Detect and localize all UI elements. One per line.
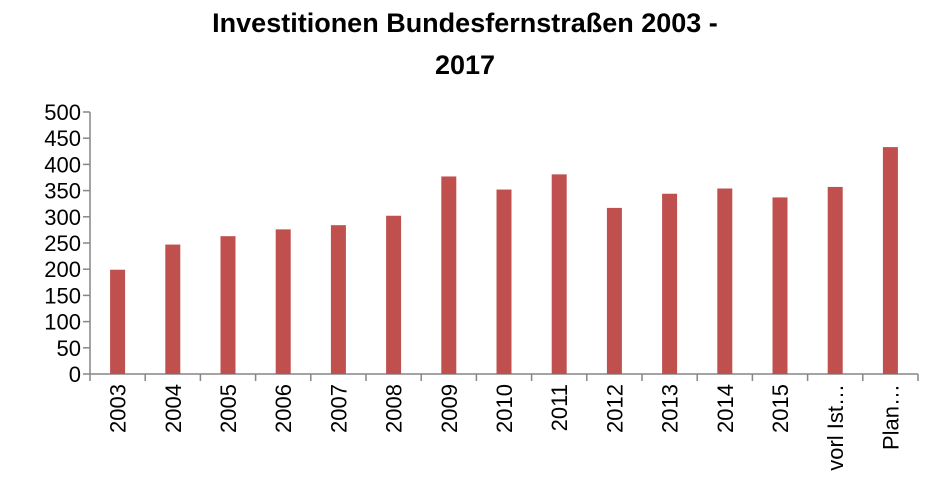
y-tick-label: 250 — [44, 231, 81, 256]
x-tick-label: 2015 — [768, 384, 793, 433]
bar-15 — [882, 147, 898, 374]
x-tick-label: 2003 — [106, 384, 131, 433]
x-tick-label: 2004 — [161, 384, 186, 433]
y-tick-label: 450 — [44, 126, 81, 151]
y-tick-label: 400 — [44, 152, 81, 177]
x-tick-label: 2009 — [437, 384, 462, 433]
y-tick-label: 100 — [44, 310, 81, 335]
y-tick-label: 0 — [69, 362, 81, 387]
x-tick-label: vorl Ist… — [823, 384, 848, 471]
y-tick-label: 350 — [44, 179, 81, 204]
bar-5 — [330, 225, 346, 374]
y-tick-label: 300 — [44, 205, 81, 230]
bar-2 — [165, 244, 181, 374]
bar-7 — [441, 176, 457, 374]
x-tick-label: 2011 — [547, 384, 572, 431]
chart-title-line-1: Investitionen Bundesfernstraßen 2003 - — [212, 8, 718, 38]
bar-10 — [606, 207, 622, 374]
x-tick-label: 2010 — [492, 384, 517, 433]
y-tick-label: 200 — [44, 257, 81, 282]
x-tick-label: Plan… — [878, 384, 903, 450]
chart-title-line-2: 2017 — [434, 50, 496, 80]
bar-6 — [386, 215, 402, 374]
bar-9 — [551, 174, 567, 374]
bar-8 — [496, 189, 512, 374]
y-tick-label: 500 — [44, 100, 81, 125]
y-tick-label: 150 — [44, 283, 81, 308]
x-tick-label: 2005 — [216, 384, 241, 433]
x-tick-label: 2014 — [713, 384, 738, 433]
x-tick-label: 2007 — [326, 384, 351, 433]
bar-13 — [772, 197, 788, 374]
bar-14 — [827, 186, 843, 374]
x-tick-label: 2008 — [382, 384, 407, 433]
bar-12 — [717, 188, 733, 374]
x-tick-label: 2006 — [271, 384, 296, 433]
y-tick-label: 50 — [57, 336, 81, 361]
x-tick-label: 2012 — [602, 384, 627, 433]
bar-3 — [220, 236, 236, 374]
bar-1 — [110, 269, 126, 374]
bar-11 — [662, 193, 678, 374]
x-tick-label: 2013 — [658, 384, 683, 433]
bar-4 — [275, 229, 291, 374]
